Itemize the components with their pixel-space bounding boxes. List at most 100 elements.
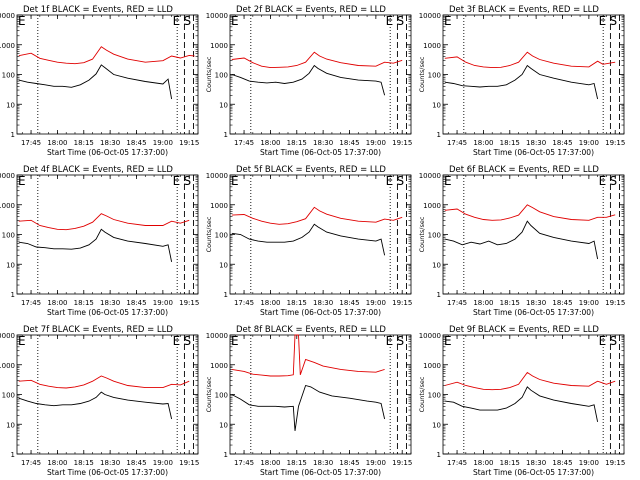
x-tick-label: 19:00 xyxy=(366,459,386,467)
plot-frame xyxy=(16,334,199,455)
marker-label-e: E xyxy=(599,334,607,348)
x-tick-label: 18:45 xyxy=(126,459,146,467)
chart-title: Det 5f BLACK = Events, RED = LLD xyxy=(236,165,386,175)
x-tick-label: 18:15 xyxy=(500,139,520,147)
x-tick-label: 17:45 xyxy=(21,299,41,307)
x-tick-label: 18:45 xyxy=(339,299,359,307)
y-tick-label: 1 xyxy=(11,131,15,139)
y-tick-label: 1000 xyxy=(210,362,228,370)
series-line xyxy=(444,386,599,422)
y-tick-label: 100 xyxy=(215,232,228,240)
chart-title: Det 7f BLACK = Events, RED = LLD xyxy=(23,325,173,335)
y-axis-label: Counts/sec xyxy=(418,216,426,252)
y-tick-label: 10000 xyxy=(419,332,441,340)
y-tick-label: 1000 xyxy=(0,42,15,50)
y-tick-label: 10 xyxy=(432,421,441,429)
chart-panel: Det 9f BLACK = Events, RED = LLD 1 10 100 10… xyxy=(418,325,625,477)
chart-title: Det 4f BLACK = Events, RED = LLD xyxy=(23,165,173,175)
x-tick-label: 18:30 xyxy=(313,139,333,147)
chart-panel: Det 1f BLACK = Events, RED = LLD 1 10 100 10… xyxy=(0,5,199,157)
marker-label-s: S xyxy=(610,334,618,348)
y-tick-label: 10 xyxy=(432,101,441,109)
marker-label-e: E xyxy=(386,14,394,28)
marker-label-s: S xyxy=(397,334,405,348)
y-tick-label: 1 xyxy=(437,451,441,459)
x-tick-label: 18:30 xyxy=(313,299,333,307)
marker-label-e: E xyxy=(386,174,394,188)
x-tick-label: 18:45 xyxy=(339,139,359,147)
plot-frame xyxy=(229,14,412,135)
y-tick-label: 1000 xyxy=(210,202,228,210)
y-tick-label: 100 xyxy=(215,392,228,400)
y-tick-label: 10 xyxy=(6,261,15,269)
chart-title: Det 8f BLACK = Events, RED = LLD xyxy=(236,325,386,335)
x-tick-label: 17:45 xyxy=(21,139,41,147)
x-tick-label: 19:00 xyxy=(366,139,386,147)
x-tick-label: 17:45 xyxy=(234,139,254,147)
y-tick-label: 10000 xyxy=(206,12,228,20)
series-line xyxy=(231,206,403,225)
x-tick-label: 18:00 xyxy=(473,299,493,307)
x-tick-label: 18:45 xyxy=(552,139,572,147)
x-axis-label: Start Time (06-Oct-05 17:37:00) xyxy=(473,308,594,317)
series-line xyxy=(444,204,616,221)
plot-frame xyxy=(16,174,199,295)
x-tick-label: 18:15 xyxy=(287,459,307,467)
x-tick-label: 18:00 xyxy=(260,139,280,147)
x-tick-label: 17:45 xyxy=(447,459,467,467)
series-line xyxy=(444,371,616,391)
y-tick-label: 1 xyxy=(437,131,441,139)
chart-panel: Det 7f BLACK = Events, RED = LLD 1 10 100 10… xyxy=(0,325,199,477)
y-tick-label: 10000 xyxy=(0,12,15,20)
x-tick-label: 19:15 xyxy=(179,459,199,467)
x-axis-label: Start Time (06-Oct-05 17:37:00) xyxy=(473,468,594,477)
x-tick-label: 17:45 xyxy=(234,459,254,467)
series-line xyxy=(231,64,386,96)
marker-label-e: E xyxy=(599,174,607,188)
series-line xyxy=(231,384,386,431)
chart-title: Det 9f BLACK = Events, RED = LLD xyxy=(449,325,599,335)
y-axis-label: Counts/sec xyxy=(205,376,213,412)
x-tick-label: 19:15 xyxy=(392,139,412,147)
series-line xyxy=(18,228,173,262)
y-tick-label: 10000 xyxy=(206,172,228,180)
x-tick-label: 18:00 xyxy=(47,299,67,307)
plot-frame xyxy=(16,14,199,135)
marker-label-e: E xyxy=(173,14,181,28)
x-tick-label: 18:30 xyxy=(100,299,120,307)
x-tick-label: 19:00 xyxy=(153,459,173,467)
x-tick-label: 18:45 xyxy=(552,299,572,307)
x-tick-label: 17:45 xyxy=(234,299,254,307)
series-line xyxy=(444,220,599,260)
y-tick-label: 1000 xyxy=(0,362,15,370)
x-axis-label: Start Time (06-Oct-05 17:37:00) xyxy=(47,308,168,317)
marker-label-s: S xyxy=(184,334,192,348)
x-tick-label: 18:30 xyxy=(526,459,546,467)
y-tick-label: 100 xyxy=(215,72,228,80)
y-axis-label: Counts/sec xyxy=(205,56,213,92)
marker-label-e: E xyxy=(18,14,26,28)
y-tick-label: 10 xyxy=(432,261,441,269)
x-tick-label: 19:15 xyxy=(392,459,412,467)
y-tick-label: 10000 xyxy=(0,172,15,180)
chart-panel: Det 2f BLACK = Events, RED = LLD 1 10 100 10… xyxy=(205,5,412,157)
plot-frame xyxy=(442,14,625,135)
marker-label-e: E xyxy=(444,174,452,188)
x-tick-label: 18:15 xyxy=(500,459,520,467)
y-axis-label: Counts/sec xyxy=(418,376,426,412)
x-tick-label: 19:15 xyxy=(605,299,625,307)
chart-panel: Det 4f BLACK = Events, RED = LLD 1 10 100 10… xyxy=(0,165,199,317)
x-tick-label: 18:00 xyxy=(260,459,280,467)
y-tick-label: 1000 xyxy=(0,202,15,210)
x-tick-label: 19:00 xyxy=(579,299,599,307)
x-tick-label: 18:00 xyxy=(47,139,67,147)
x-tick-label: 18:15 xyxy=(74,139,94,147)
plot-frame xyxy=(442,334,625,455)
x-tick-label: 19:00 xyxy=(153,299,173,307)
x-tick-label: 18:15 xyxy=(74,299,94,307)
marker-label-s: S xyxy=(610,14,618,28)
marker-label-s: S xyxy=(397,14,405,28)
series-line xyxy=(18,213,190,231)
y-tick-label: 1000 xyxy=(423,202,441,210)
x-tick-label: 19:15 xyxy=(392,299,412,307)
